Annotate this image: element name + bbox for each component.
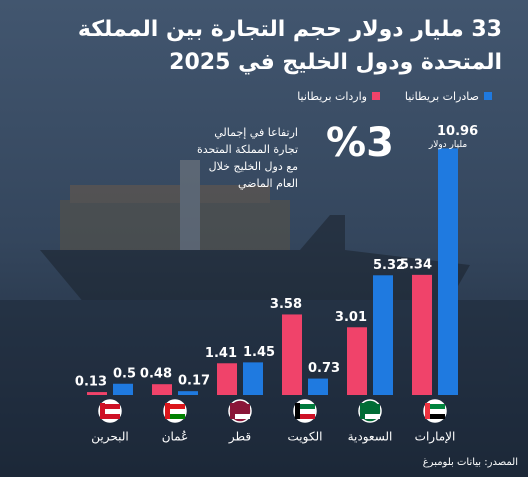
data-label: 1.41 bbox=[205, 346, 237, 361]
data-label: 1.45 bbox=[243, 345, 275, 360]
data-label: 0.73 bbox=[308, 361, 340, 376]
bar bbox=[373, 275, 393, 395]
flag-band bbox=[230, 414, 250, 419]
data-label: 0.13 bbox=[75, 375, 107, 390]
unit-note: مليار دولار bbox=[428, 140, 467, 150]
legend-label: واردات بريطانيا bbox=[297, 90, 367, 103]
bar bbox=[347, 327, 367, 395]
bar bbox=[217, 363, 237, 395]
x-tick-label: قطر bbox=[228, 430, 251, 445]
data-label: 0.48 bbox=[140, 367, 172, 382]
flag-band bbox=[425, 403, 430, 419]
flag-band bbox=[360, 404, 380, 409]
flag-band bbox=[295, 404, 315, 409]
flag-band bbox=[165, 414, 185, 419]
highlight-text: تجارة المملكة المتحدة bbox=[197, 143, 298, 156]
bar bbox=[113, 383, 133, 395]
legend-swatch bbox=[484, 92, 492, 100]
flag-band bbox=[230, 403, 235, 419]
source: المصدر: بيانات بلومبرغ bbox=[423, 457, 518, 468]
highlight-figure: %3 bbox=[326, 120, 394, 166]
data-label: 3.58 bbox=[270, 297, 302, 312]
x-tick-label: البحرين bbox=[91, 430, 128, 445]
flag-band bbox=[360, 403, 365, 419]
data-label: 5.34 bbox=[400, 257, 432, 272]
data-label: 5.32 bbox=[373, 258, 405, 273]
flag-band bbox=[295, 414, 315, 419]
bar bbox=[87, 392, 107, 395]
bar bbox=[412, 274, 432, 395]
chart-title: المتحدة ودول الخليج في 2025 bbox=[169, 50, 502, 75]
x-tick-label: الكويت bbox=[288, 430, 323, 445]
highlight-text: مع دول الخليج خلال bbox=[209, 160, 298, 173]
bar bbox=[282, 314, 302, 395]
data-label: 0.17 bbox=[178, 374, 210, 389]
bar bbox=[308, 378, 328, 395]
flag-band bbox=[100, 414, 120, 419]
flag-band bbox=[425, 414, 445, 419]
legend-label: صادرات بريطانيا bbox=[405, 90, 479, 103]
x-tick-label: الإمارات bbox=[415, 430, 456, 445]
data-label: 0.5 bbox=[113, 366, 136, 381]
bar bbox=[243, 362, 263, 395]
flag-band bbox=[425, 404, 445, 409]
flag-band bbox=[295, 403, 300, 419]
bar bbox=[178, 391, 198, 395]
legend-swatch bbox=[372, 92, 380, 100]
bar bbox=[152, 384, 172, 395]
data-label: 3.01 bbox=[335, 310, 367, 325]
flag-band bbox=[165, 404, 185, 409]
flag-band bbox=[100, 403, 105, 419]
x-tick-label: عُمان bbox=[162, 430, 189, 444]
flag-band bbox=[230, 404, 250, 409]
flag-band bbox=[165, 403, 170, 419]
bar bbox=[438, 148, 458, 395]
chart-title: 33 مليار دولار حجم التجارة بين المملكة bbox=[78, 17, 502, 42]
data-label: 10.96 bbox=[437, 124, 478, 139]
highlight-text: ارتفاعا في إجمالي bbox=[214, 126, 298, 139]
flag-band bbox=[360, 414, 380, 419]
x-tick-label: السعودية bbox=[348, 430, 393, 445]
highlight-text: العام الماضي bbox=[238, 177, 298, 190]
flag-band bbox=[100, 404, 120, 409]
